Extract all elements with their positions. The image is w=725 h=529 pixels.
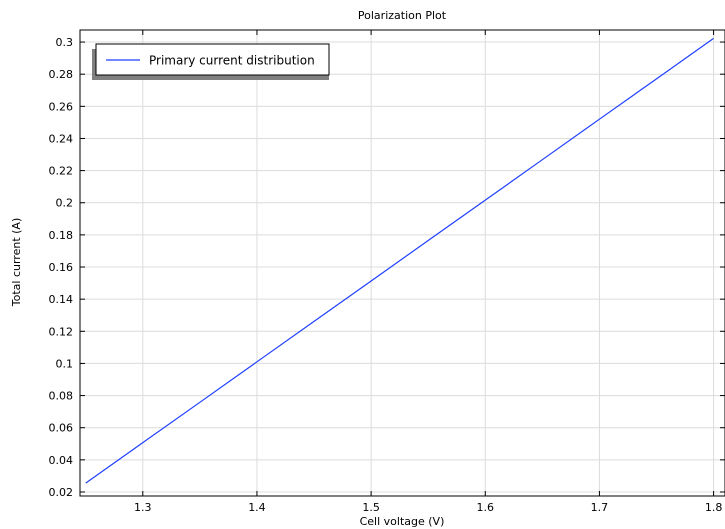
x-tick-label: 1.4 [248, 501, 266, 514]
series-layer [85, 37, 714, 484]
x-tick-label: 1.7 [591, 501, 609, 514]
y-tick-label: 0.2 [56, 197, 74, 210]
y-tick-label: 0.02 [49, 486, 74, 499]
y-tick-label: 0.08 [49, 390, 74, 403]
y-tick-label: 0.14 [49, 293, 74, 306]
x-tick-label: 1.3 [134, 501, 152, 514]
y-tick-label: 0.3 [56, 36, 74, 49]
x-tick-label: 1.6 [477, 501, 495, 514]
y-tick-label: 0.1 [56, 357, 74, 370]
y-tick-label: 0.18 [49, 229, 74, 242]
y-tick-label: 0.28 [49, 68, 74, 81]
y-tick-label: 0.26 [49, 100, 74, 113]
y-tick-label: 0.16 [49, 261, 74, 274]
y-tick-label: 0.12 [49, 325, 74, 338]
y-tick-label: 0.24 [49, 132, 74, 145]
y-tick-label: 0.06 [49, 422, 74, 435]
y-axis-title: Total current (A) [10, 218, 23, 307]
x-tick-label: 1.8 [705, 501, 723, 514]
y-tick-label: 0.04 [49, 454, 74, 467]
x-tick-label: 1.5 [362, 501, 380, 514]
y-tick-labels: 0.02 0.04 0.06 0.08 0.1 0.12 0.14 0.16 0.18 0.2 0.… [49, 36, 74, 499]
x-tick-labels: 1.3 1.4 1.5 1.6 1.7 1.8 [134, 501, 722, 514]
axis-ticks [80, 30, 725, 496]
legend: Primary current distribution [92, 43, 330, 80]
y-tick-label: 0.22 [49, 165, 74, 178]
plot-area-frame [79, 29, 725, 497]
series-line [85, 37, 714, 484]
x-axis-title: Cell voltage (V) [360, 515, 445, 528]
legend-label: Primary current distribution [149, 54, 315, 68]
chart-title: Polarization Plot [358, 9, 447, 22]
grid [80, 30, 725, 496]
